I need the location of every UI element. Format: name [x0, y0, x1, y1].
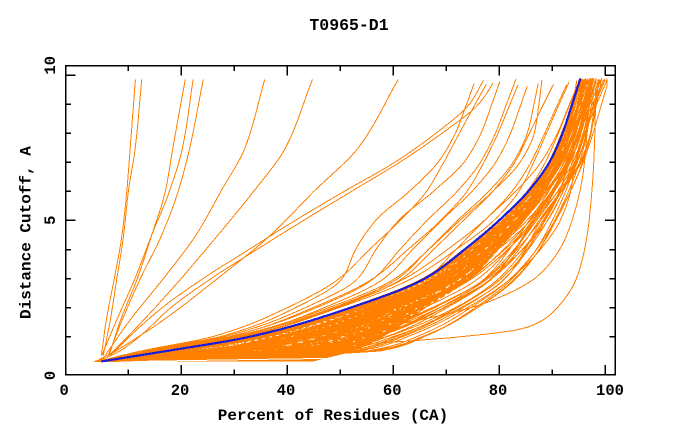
svg-text:100: 100: [596, 382, 624, 400]
svg-text:20: 20: [171, 382, 190, 400]
svg-text:Distance Cutoff, A: Distance Cutoff, A: [17, 146, 35, 319]
svg-text:80: 80: [489, 382, 508, 400]
svg-text:40: 40: [277, 382, 296, 400]
svg-text:0: 0: [60, 382, 69, 400]
svg-text:0: 0: [42, 371, 60, 380]
svg-text:5: 5: [42, 216, 60, 225]
svg-text:Percent of Residues (CA): Percent of Residues (CA): [218, 407, 448, 425]
svg-text:60: 60: [383, 382, 402, 400]
svg-text:10: 10: [42, 56, 60, 75]
svg-text:T0965-D1: T0965-D1: [309, 16, 388, 35]
